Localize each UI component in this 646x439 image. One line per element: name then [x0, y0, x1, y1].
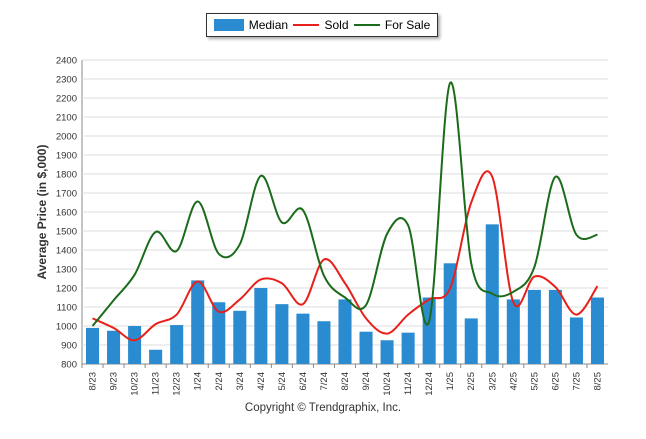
- legend-item-median: Median: [213, 18, 289, 32]
- median-bar: [233, 310, 247, 364]
- median-bar: [569, 317, 583, 364]
- median-bar: [401, 332, 415, 364]
- y-tick-label: 1900: [56, 151, 77, 162]
- median-bar: [149, 349, 163, 364]
- x-tick-label: 4/24: [256, 372, 267, 391]
- legend-item-sold: Sold: [293, 18, 349, 32]
- x-tick-label: 6/24: [298, 372, 309, 391]
- x-tick-label: 7/24: [319, 372, 330, 391]
- legend-swatch-sold: [293, 24, 320, 26]
- legend-label-median: Median: [248, 18, 289, 32]
- sold-line: [92, 170, 599, 342]
- median-bar: [464, 318, 478, 364]
- median-bar: [296, 313, 310, 364]
- x-tick-label: 8/25: [592, 372, 603, 391]
- median-bar: [422, 297, 436, 364]
- x-tick-label: 2/24: [214, 372, 225, 391]
- median-bar: [170, 325, 184, 364]
- y-tick-label: 1600: [56, 208, 77, 219]
- y-tick-label: 2100: [56, 113, 77, 124]
- x-tick-label: 10/23: [130, 372, 141, 396]
- x-tick-label: 5/25: [529, 372, 540, 391]
- legend-swatch-for-sale: [353, 24, 380, 26]
- x-tick-label: 11/23: [151, 372, 162, 395]
- chart-legend: Median Sold For Sale: [206, 13, 438, 37]
- x-tick-label: 11/24: [403, 372, 414, 395]
- x-tick-label: 12/23: [172, 372, 183, 396]
- median-bar: [548, 289, 562, 364]
- x-tick-label: 8/24: [340, 372, 351, 391]
- median-bar: [107, 330, 121, 364]
- median-bar: [85, 327, 100, 364]
- y-tick-label: 1500: [56, 227, 77, 238]
- median-bar: [527, 289, 541, 364]
- median-bar: [380, 340, 394, 364]
- x-tick-label: 1/24: [193, 372, 204, 391]
- y-tick-label: 1000: [56, 322, 77, 333]
- legend-swatch-median: [213, 19, 244, 31]
- median-bar: [275, 304, 289, 364]
- copyright-text: Copyright © Trendgraphix, Inc.: [244, 402, 402, 414]
- legend-label-sold: Sold: [324, 18, 349, 32]
- median-bar: [254, 288, 268, 364]
- y-tick-label: 2300: [56, 75, 77, 86]
- x-tick-label: 8/23: [88, 372, 99, 391]
- y-tick-label: 800: [61, 360, 77, 371]
- median-bar: [590, 297, 605, 364]
- x-tick-label: 9/24: [361, 372, 372, 391]
- y-tick-label: 1200: [56, 284, 77, 295]
- median-bar: [443, 263, 457, 364]
- x-tick-label: 10/24: [382, 372, 393, 396]
- median-bar: [317, 321, 331, 364]
- y-tick-label: 1300: [56, 265, 77, 276]
- y-axis-label: Average Price (in $,000): [35, 144, 49, 280]
- x-tick-label: 1/25: [445, 372, 456, 391]
- for-sale-line: [91, 81, 598, 327]
- x-tick-label: 2/25: [466, 372, 477, 391]
- x-tick-label: 7/25: [571, 372, 582, 391]
- x-tick-label: 3/24: [235, 372, 246, 391]
- median-bar: [191, 280, 205, 364]
- median-bar: [128, 326, 142, 364]
- y-tick-label: 1100: [57, 303, 77, 314]
- x-tick-label: 12/24: [424, 372, 435, 396]
- x-tick-label: 5/24: [277, 372, 288, 391]
- median-bar: [338, 299, 352, 364]
- legend-label-for-sale: For Sale: [384, 18, 431, 32]
- x-tick-label: 3/25: [487, 372, 498, 391]
- x-tick-label: 9/23: [109, 372, 120, 391]
- y-tick-label: 2400: [56, 56, 77, 67]
- x-tick-label: 4/25: [508, 372, 519, 391]
- x-tick-label: 6/25: [550, 372, 561, 391]
- y-tick-label: 2000: [56, 132, 77, 143]
- y-tick-label: 2200: [56, 94, 77, 105]
- y-tick-label: 900: [61, 341, 77, 352]
- y-tick-label: 1700: [56, 189, 77, 200]
- median-bar: [212, 302, 226, 364]
- y-tick-label: 1800: [56, 170, 77, 181]
- legend-item-for-sale: For Sale: [353, 18, 431, 32]
- y-tick-label: 1400: [56, 246, 77, 257]
- median-bar: [359, 331, 373, 364]
- median-bar: [506, 299, 520, 364]
